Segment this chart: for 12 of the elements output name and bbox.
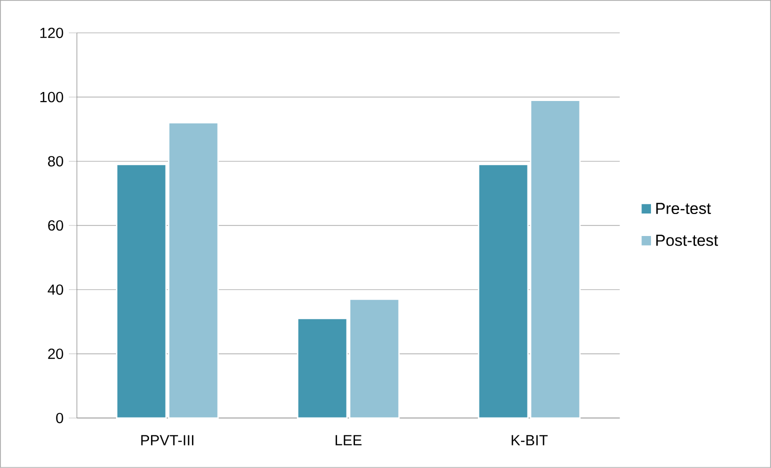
y-tick-label: 80 bbox=[48, 156, 64, 166]
y-tick-label: 60 bbox=[48, 220, 64, 231]
x-tick-label: LEE bbox=[336, 435, 362, 446]
x-tick-label: K-BIT bbox=[512, 435, 548, 446]
x-tick-label: PPVT-III bbox=[141, 435, 194, 446]
legend-label: Pre-test bbox=[656, 202, 711, 214]
legend-label: Post-test bbox=[656, 234, 718, 246]
y-tick-label: 100 bbox=[40, 92, 64, 102]
y-tick-label: 40 bbox=[48, 284, 64, 295]
y-tick-label: 120 bbox=[40, 28, 64, 38]
y-tick-label: 0 bbox=[56, 412, 64, 424]
y-tick-label: 20 bbox=[48, 348, 64, 360]
